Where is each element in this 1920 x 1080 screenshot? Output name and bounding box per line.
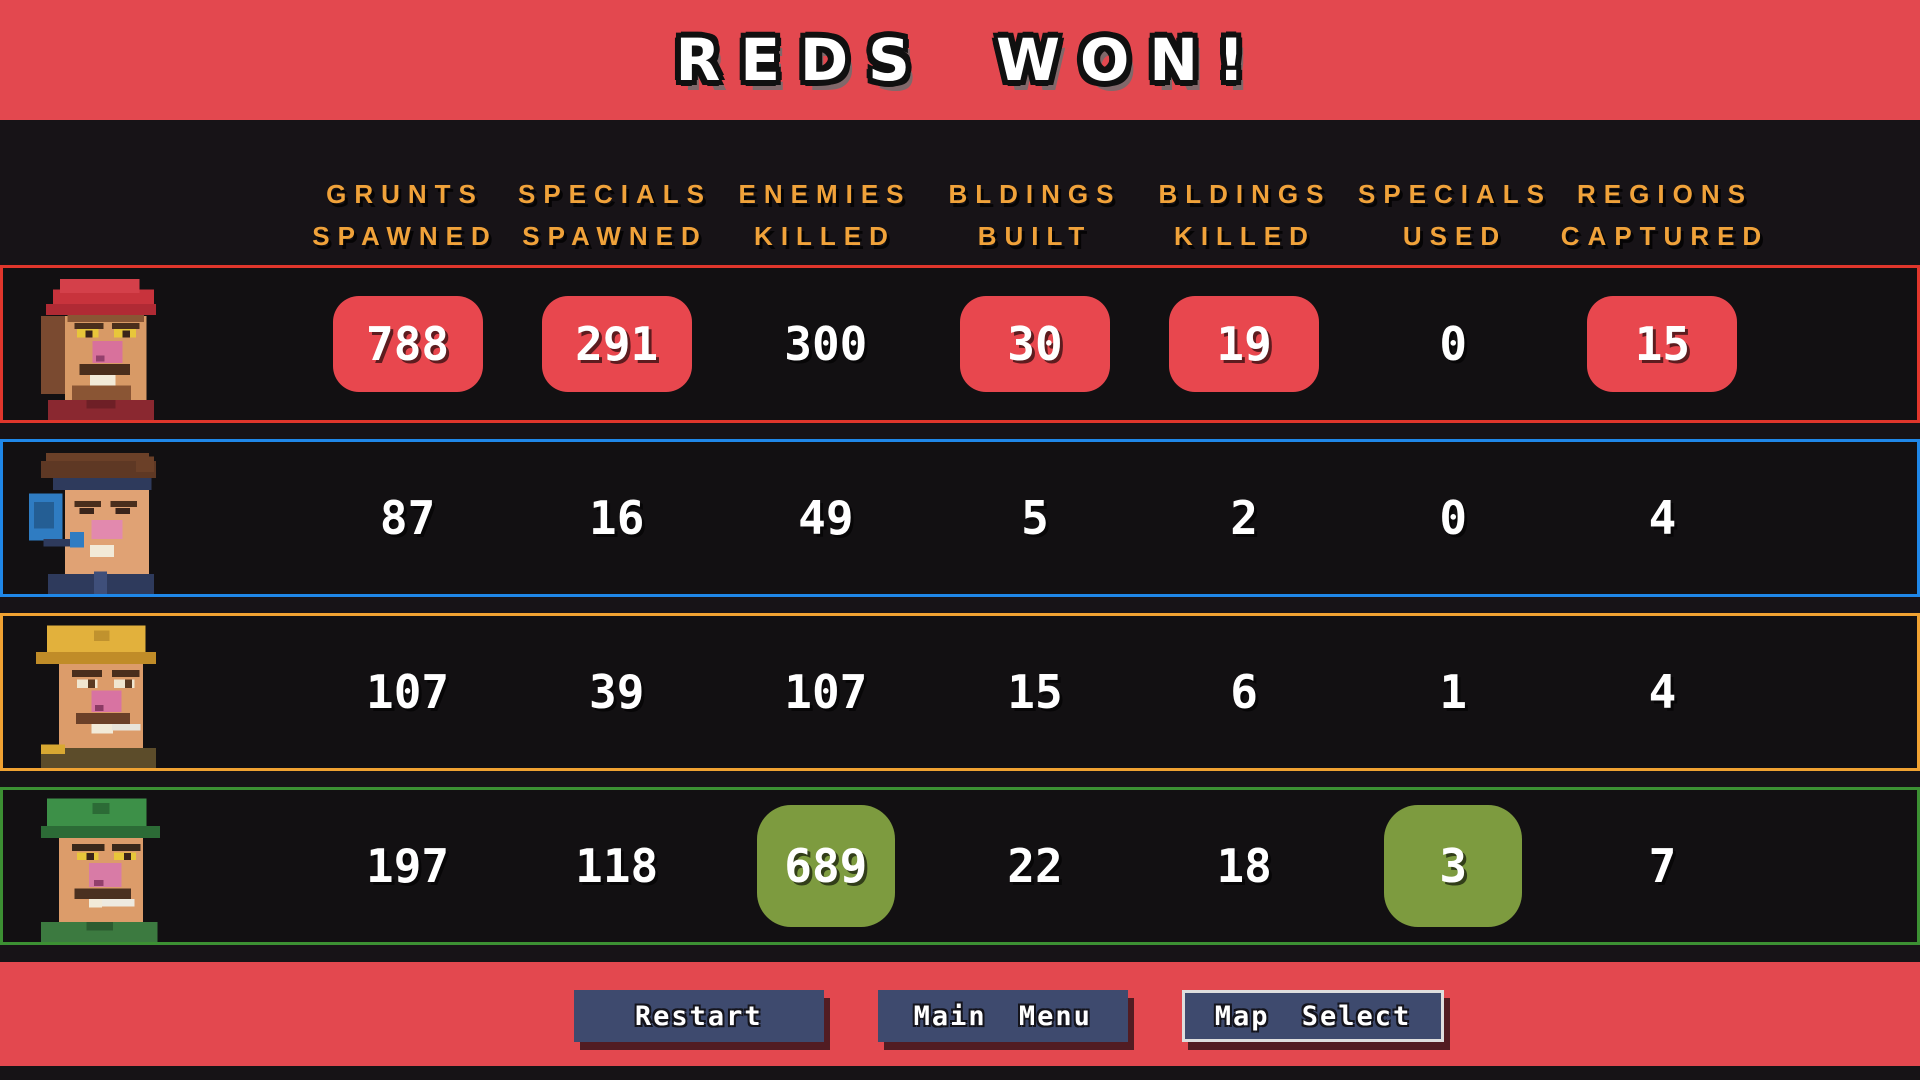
stat-blue-bldings-built: 5 [930,442,1139,594]
column-header-grunts-spawned: GRUNTS SPAWNED [312,178,498,251]
column-header-regions-captured: REGIONS CAPTURED [1560,178,1770,251]
stat-value: 49 [798,491,854,545]
stat-yellow-enemies-killed: 107 [721,616,930,768]
menu-button-row: Restart Main Menu Map Select [573,990,1445,1042]
column-header-specials-spawned: SPECIALS SPAWNED [517,178,713,251]
stat-value: 118 [575,839,659,893]
stat-blue-bldings-killed: 2 [1140,442,1349,594]
stat-value: 22 [1007,839,1063,893]
stat-green-specials-spawned: 118 [512,790,721,942]
stat-green-bldings-killed: 18 [1140,790,1349,942]
stat-value: 16 [589,491,645,545]
stat-value: 107 [366,665,450,719]
stat-value: 2 [1230,491,1258,545]
stat-red-grunts-spawned: 788 [303,268,512,420]
blue-soldier-icon [29,452,157,594]
bottom-dark-strip [0,1066,1920,1080]
victory-banner: REDS WON! [0,0,1920,120]
stat-red-regions-captured: 15 [1558,268,1767,420]
column-headers: GRUNTS SPAWNED SPECIALS SPAWNED ENEMIES … [300,120,1770,265]
stat-value: 18 [1216,839,1272,893]
stat-yellow-regions-captured: 4 [1558,616,1767,768]
green-officer-icon [41,798,160,942]
map-select-button[interactable]: Map Select [1181,990,1445,1042]
stat-value: 788 [332,296,483,392]
stat-value: 5 [1021,491,1049,545]
stat-blue-regions-captured: 4 [1558,442,1767,594]
stat-red-bldings-killed: 19 [1140,268,1349,420]
stat-value: 3 [1384,805,1523,927]
stat-red-bldings-built: 30 [930,268,1139,420]
yellow-cap-officer-avatar [17,616,173,768]
stat-value: 0 [1439,317,1468,371]
stat-green-grunts-spawned: 197 [303,790,512,942]
stat-yellow-specials-spawned: 39 [512,616,721,768]
stat-value: 107 [784,665,868,719]
stat-blue-enemies-killed: 49 [721,442,930,594]
team-rows: 788 291 300 30 19 0 15 [0,265,1920,945]
stat-value: 0 [1439,491,1468,545]
stat-value: 291 [541,296,692,392]
column-header-specials-used: SPECIALS USED [1357,178,1553,251]
stat-value: 1 [1439,665,1468,719]
red-commander-icon [41,278,157,420]
team-row-green: 197 118 689 22 18 3 7 [0,787,1920,945]
team-row-yellow: 107 39 107 15 6 1 4 [0,613,1920,771]
stat-blue-specials-used: 0 [1349,442,1558,594]
stat-green-bldings-built: 22 [930,790,1139,942]
stat-yellow-bldings-killed: 6 [1140,616,1349,768]
stat-yellow-grunts-spawned: 107 [303,616,512,768]
main-menu-button[interactable]: Main Menu [877,990,1128,1042]
footer-banner: Restart Main Menu Map Select [0,962,1920,1066]
stat-value: 15 [1587,296,1738,392]
stat-value: 19 [1169,296,1320,392]
blue-headset-soldier-avatar [17,442,173,594]
stat-value: 7 [1648,839,1677,893]
red-beret-commander-avatar [17,268,173,420]
team-row-red: 788 291 300 30 19 0 15 [0,265,1920,423]
page-title: REDS WON! [675,26,1265,94]
stat-value: 87 [379,491,436,545]
stat-value: 4 [1648,491,1677,545]
stat-value: 197 [366,839,450,893]
stat-green-enemies-killed: 689 [721,790,930,942]
stat-value: 39 [589,665,645,719]
restart-button[interactable]: Restart [573,990,824,1042]
stat-yellow-specials-used: 1 [1349,616,1558,768]
stat-value: 30 [959,296,1110,392]
stat-green-specials-used: 3 [1349,790,1558,942]
stat-green-regions-captured: 7 [1558,790,1767,942]
stat-blue-grunts-spawned: 87 [303,442,512,594]
stat-value: 15 [1007,665,1063,719]
stat-red-specials-used: 0 [1349,268,1558,420]
stat-blue-specials-spawned: 16 [512,442,721,594]
stat-red-specials-spawned: 291 [512,268,721,420]
stat-value: 6 [1230,665,1258,719]
column-header-enemies-killed: ENEMIES KILLED [738,178,912,251]
team-row-blue: 87 16 49 5 2 0 4 [0,439,1920,597]
column-header-bldings-killed: BLDINGS KILLED [1158,178,1332,251]
stat-red-enemies-killed: 300 [721,268,930,420]
stat-yellow-bldings-built: 15 [930,616,1139,768]
stat-value: 300 [784,317,868,371]
yellow-officer-icon [36,625,157,768]
green-cap-officer-avatar [17,790,173,942]
stat-value: 4 [1648,665,1677,719]
stats-table: GRUNTS SPAWNED SPECIALS SPAWNED ENEMIES … [0,120,1920,962]
column-header-bldings-built: BLDINGS BUILT [948,178,1122,251]
stat-value: 689 [756,805,895,927]
